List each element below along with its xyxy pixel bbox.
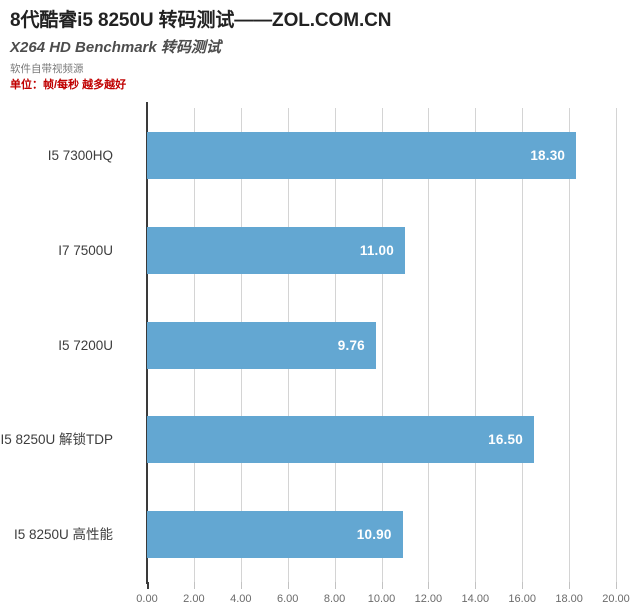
- gridline: [428, 108, 430, 582]
- x-axis-tick-label: 20.00: [602, 593, 630, 605]
- x-axis-tick: [428, 582, 430, 589]
- bar[interactable]: 10.90: [147, 511, 403, 559]
- chart-bars: I5 7300HQ 18.30 I7 7500U 11.00 I5 7200U 9.76 I…: [0, 108, 616, 582]
- bar-value-label: 10.90: [356, 527, 392, 543]
- chart-bar-row: I5 8250U 高性能 10.90: [14, 511, 616, 559]
- x-axis-tick: [287, 582, 289, 589]
- category-label: I5 7200U: [58, 337, 113, 353]
- x-axis-tick: [147, 582, 149, 589]
- x-axis-tick-label: 0.00: [136, 593, 158, 605]
- x-axis-tick: [193, 582, 195, 589]
- bar[interactable]: 16.50: [147, 416, 534, 464]
- x-axis-tick: [522, 582, 524, 589]
- bar-value-label: 16.50: [488, 432, 523, 448]
- x-axis-tick: [569, 582, 571, 589]
- chart-plot-wrapper: I5 7300HQ 18.30 I7 7500U 11.00 I5 7200U 9.76 I…: [0, 102, 640, 615]
- category-label: I7 7500U: [58, 242, 113, 258]
- x-axis-tick: [475, 582, 477, 589]
- category-label: I5 7300HQ: [47, 147, 113, 163]
- bar-value-label: 11.00: [359, 242, 394, 258]
- chart-bar-row: I5 8250U 解锁TDP 16.50: [0, 416, 616, 464]
- x-axis-tick-label: 10.00: [367, 593, 396, 605]
- x-axis-tick-label: 6.00: [276, 593, 299, 605]
- gridline: [381, 108, 383, 582]
- chart-header: 8代酷睿i5 8250U 转码测试——ZOL.COM.CN X264 HD Be…: [0, 0, 640, 93]
- x-axis-tick: [334, 582, 336, 589]
- x-axis-tick-label: 2.00: [183, 593, 205, 605]
- x-axis-tick-label: 12.00: [414, 593, 443, 605]
- chart-source-note: 软件自带视频源: [10, 63, 84, 75]
- chart-bar-row: I5 7200U 9.76: [58, 321, 616, 369]
- bar-value-label: 9.76: [337, 337, 365, 353]
- x-axis-tick: [381, 582, 383, 589]
- page-title: 8代酷睿i5 8250U 转码测试——ZOL.COM.CN: [10, 10, 392, 31]
- gridline: [569, 108, 571, 582]
- bar[interactable]: 11.00: [147, 226, 405, 274]
- chart-subtitle: X264 HD Benchmark 转码测试: [10, 39, 221, 56]
- x-axis: 0.00 2.00 4.00 6.00 8.00 10.00 12.00 14.00 16.00…: [136, 582, 630, 615]
- x-axis-tick-label: 4.00: [230, 593, 252, 605]
- chart-unit-note: 单位：帧/每秒 越多越好: [10, 79, 127, 91]
- x-axis-tick-label: 14.00: [461, 593, 490, 605]
- x-axis-tick: [616, 582, 617, 589]
- gridline: [522, 108, 524, 582]
- gridline: [475, 108, 477, 582]
- bar[interactable]: 18.30: [147, 131, 577, 179]
- category-label: I5 8250U 高性能: [13, 527, 113, 543]
- x-axis-tick-label: 8.00: [323, 593, 346, 605]
- x-axis-tick-label: 16.00: [508, 593, 536, 605]
- gridline: [616, 108, 617, 582]
- chart-bar-row: I7 7500U 11.00: [58, 226, 616, 274]
- x-axis-tick-label: 18.00: [555, 593, 583, 605]
- chart-bar-row: I5 7300HQ 18.30: [48, 131, 616, 179]
- bar[interactable]: 9.76: [147, 321, 376, 369]
- x-axis-tick: [240, 582, 242, 589]
- category-label: I5 8250U 解锁TDP: [0, 432, 113, 448]
- bar-value-label: 18.30: [530, 147, 566, 163]
